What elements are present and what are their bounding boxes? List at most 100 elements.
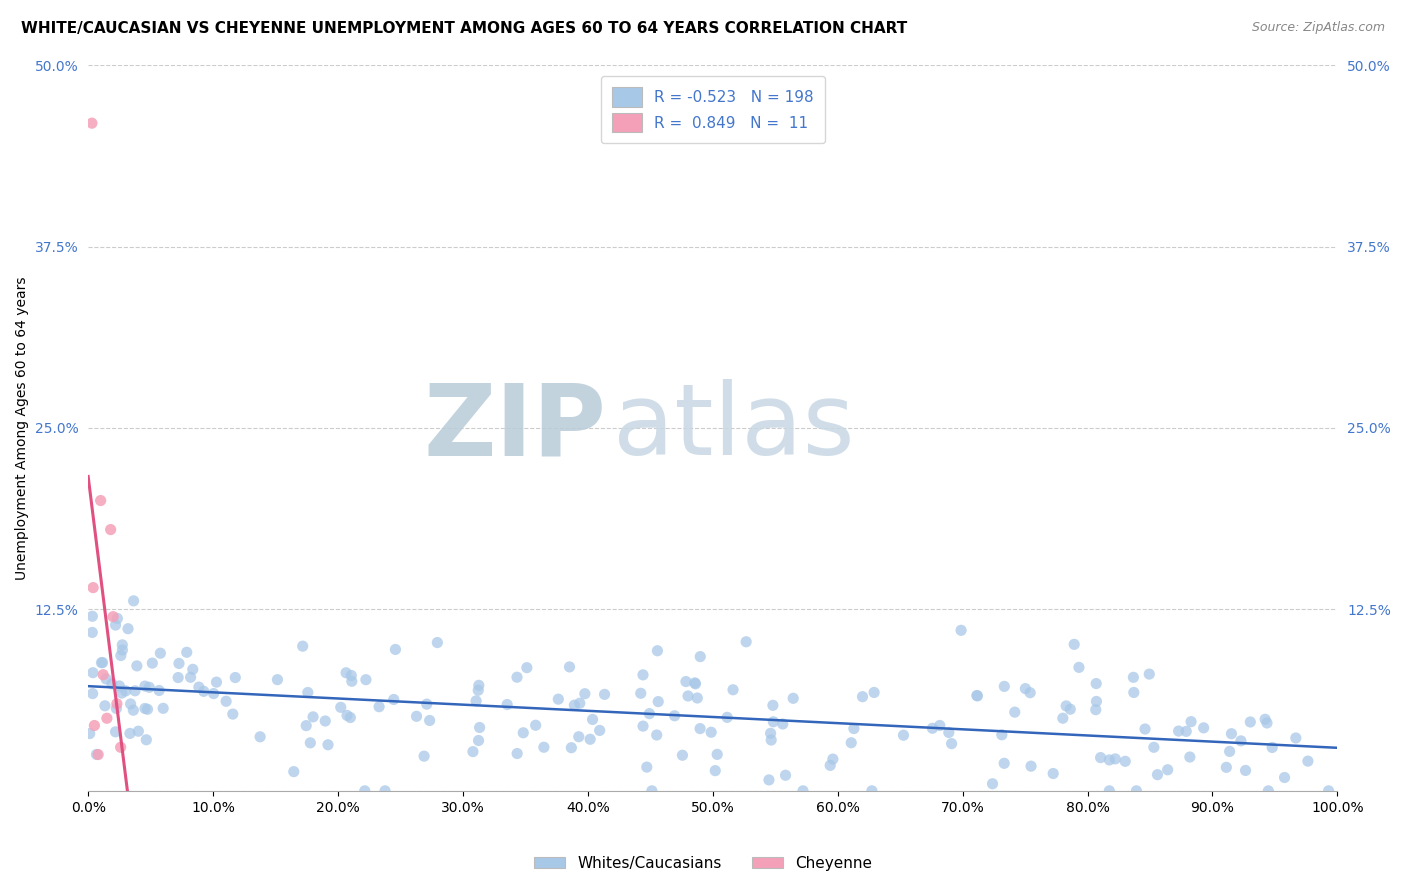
Point	[79, 726, 101, 740]
Point	[533, 740, 555, 755]
Point	[266, 673, 288, 687]
Point	[966, 689, 988, 703]
Point	[706, 747, 728, 762]
Point	[821, 752, 844, 766]
Point	[675, 674, 697, 689]
Point	[295, 718, 318, 732]
Point	[110, 648, 132, 663]
Point	[314, 714, 336, 728]
Point	[340, 674, 363, 689]
Point	[1114, 754, 1136, 768]
Point	[291, 639, 314, 653]
Point	[993, 679, 1015, 693]
Point	[205, 675, 228, 690]
Point	[426, 635, 449, 649]
Point	[202, 687, 225, 701]
Point	[574, 687, 596, 701]
Point	[1054, 698, 1077, 713]
Point	[761, 733, 783, 747]
Point	[506, 670, 529, 684]
Point	[1052, 711, 1074, 725]
Point	[329, 700, 352, 714]
Point	[762, 714, 785, 729]
Point	[302, 710, 325, 724]
Point	[176, 645, 198, 659]
Point	[468, 721, 491, 735]
Point	[1019, 686, 1042, 700]
Point	[382, 692, 405, 706]
Point	[316, 738, 339, 752]
Y-axis label: Unemployment Among Ages 60 to 64 years: Unemployment Among Ages 60 to 64 years	[15, 277, 30, 580]
Point	[1084, 703, 1107, 717]
Point	[90, 656, 112, 670]
Point	[416, 697, 439, 711]
Point	[1156, 763, 1178, 777]
Point	[249, 730, 271, 744]
Point	[94, 698, 117, 713]
Point	[938, 725, 960, 739]
Point	[1317, 784, 1340, 798]
Point	[638, 706, 661, 721]
Point	[664, 708, 686, 723]
Point	[1067, 660, 1090, 674]
Point	[568, 730, 591, 744]
Point	[1192, 721, 1215, 735]
Point	[676, 689, 699, 703]
Point	[1239, 714, 1261, 729]
Point	[991, 728, 1014, 742]
Point	[792, 784, 814, 798]
Legend: Whites/Caucasians, Cheyenne: Whites/Caucasians, Cheyenne	[529, 850, 877, 877]
Point	[91, 667, 114, 681]
Point	[86, 747, 108, 762]
Point	[1180, 714, 1202, 729]
Point	[704, 764, 727, 778]
Point	[772, 717, 794, 731]
Point	[90, 493, 112, 508]
Point	[283, 764, 305, 779]
Point	[941, 737, 963, 751]
Point	[335, 665, 357, 680]
Point	[1230, 734, 1253, 748]
Point	[467, 733, 489, 747]
Point	[94, 672, 117, 686]
Point	[1090, 750, 1112, 764]
Point	[636, 760, 658, 774]
Point	[558, 660, 581, 674]
Text: atlas: atlas	[613, 379, 855, 476]
Point	[686, 691, 709, 706]
Point	[114, 684, 136, 698]
Point	[180, 670, 202, 684]
Point	[1296, 754, 1319, 768]
Point	[1098, 784, 1121, 798]
Point	[685, 677, 707, 691]
Point	[1098, 753, 1121, 767]
Point	[1133, 722, 1156, 736]
Point	[141, 656, 163, 670]
Text: ZIP: ZIP	[423, 379, 606, 476]
Point	[83, 718, 105, 732]
Point	[564, 698, 586, 713]
Point	[87, 747, 110, 762]
Point	[336, 708, 359, 723]
Point	[893, 728, 915, 742]
Point	[593, 687, 616, 701]
Point	[689, 722, 711, 736]
Point	[138, 681, 160, 695]
Point	[1215, 760, 1237, 774]
Point	[1167, 724, 1189, 739]
Point	[1014, 681, 1036, 696]
Point	[100, 523, 122, 537]
Point	[1122, 670, 1144, 684]
Legend: R = -0.523   N = 198, R =  0.849   N =  11: R = -0.523 N = 198, R = 0.849 N = 11	[600, 77, 825, 143]
Point	[384, 642, 406, 657]
Point	[467, 683, 489, 698]
Point	[465, 694, 488, 708]
Point	[405, 709, 427, 723]
Point	[111, 643, 134, 657]
Point	[1059, 702, 1081, 716]
Point	[560, 740, 582, 755]
Point	[122, 703, 145, 717]
Point	[758, 772, 780, 787]
Point	[297, 685, 319, 699]
Point	[524, 718, 547, 732]
